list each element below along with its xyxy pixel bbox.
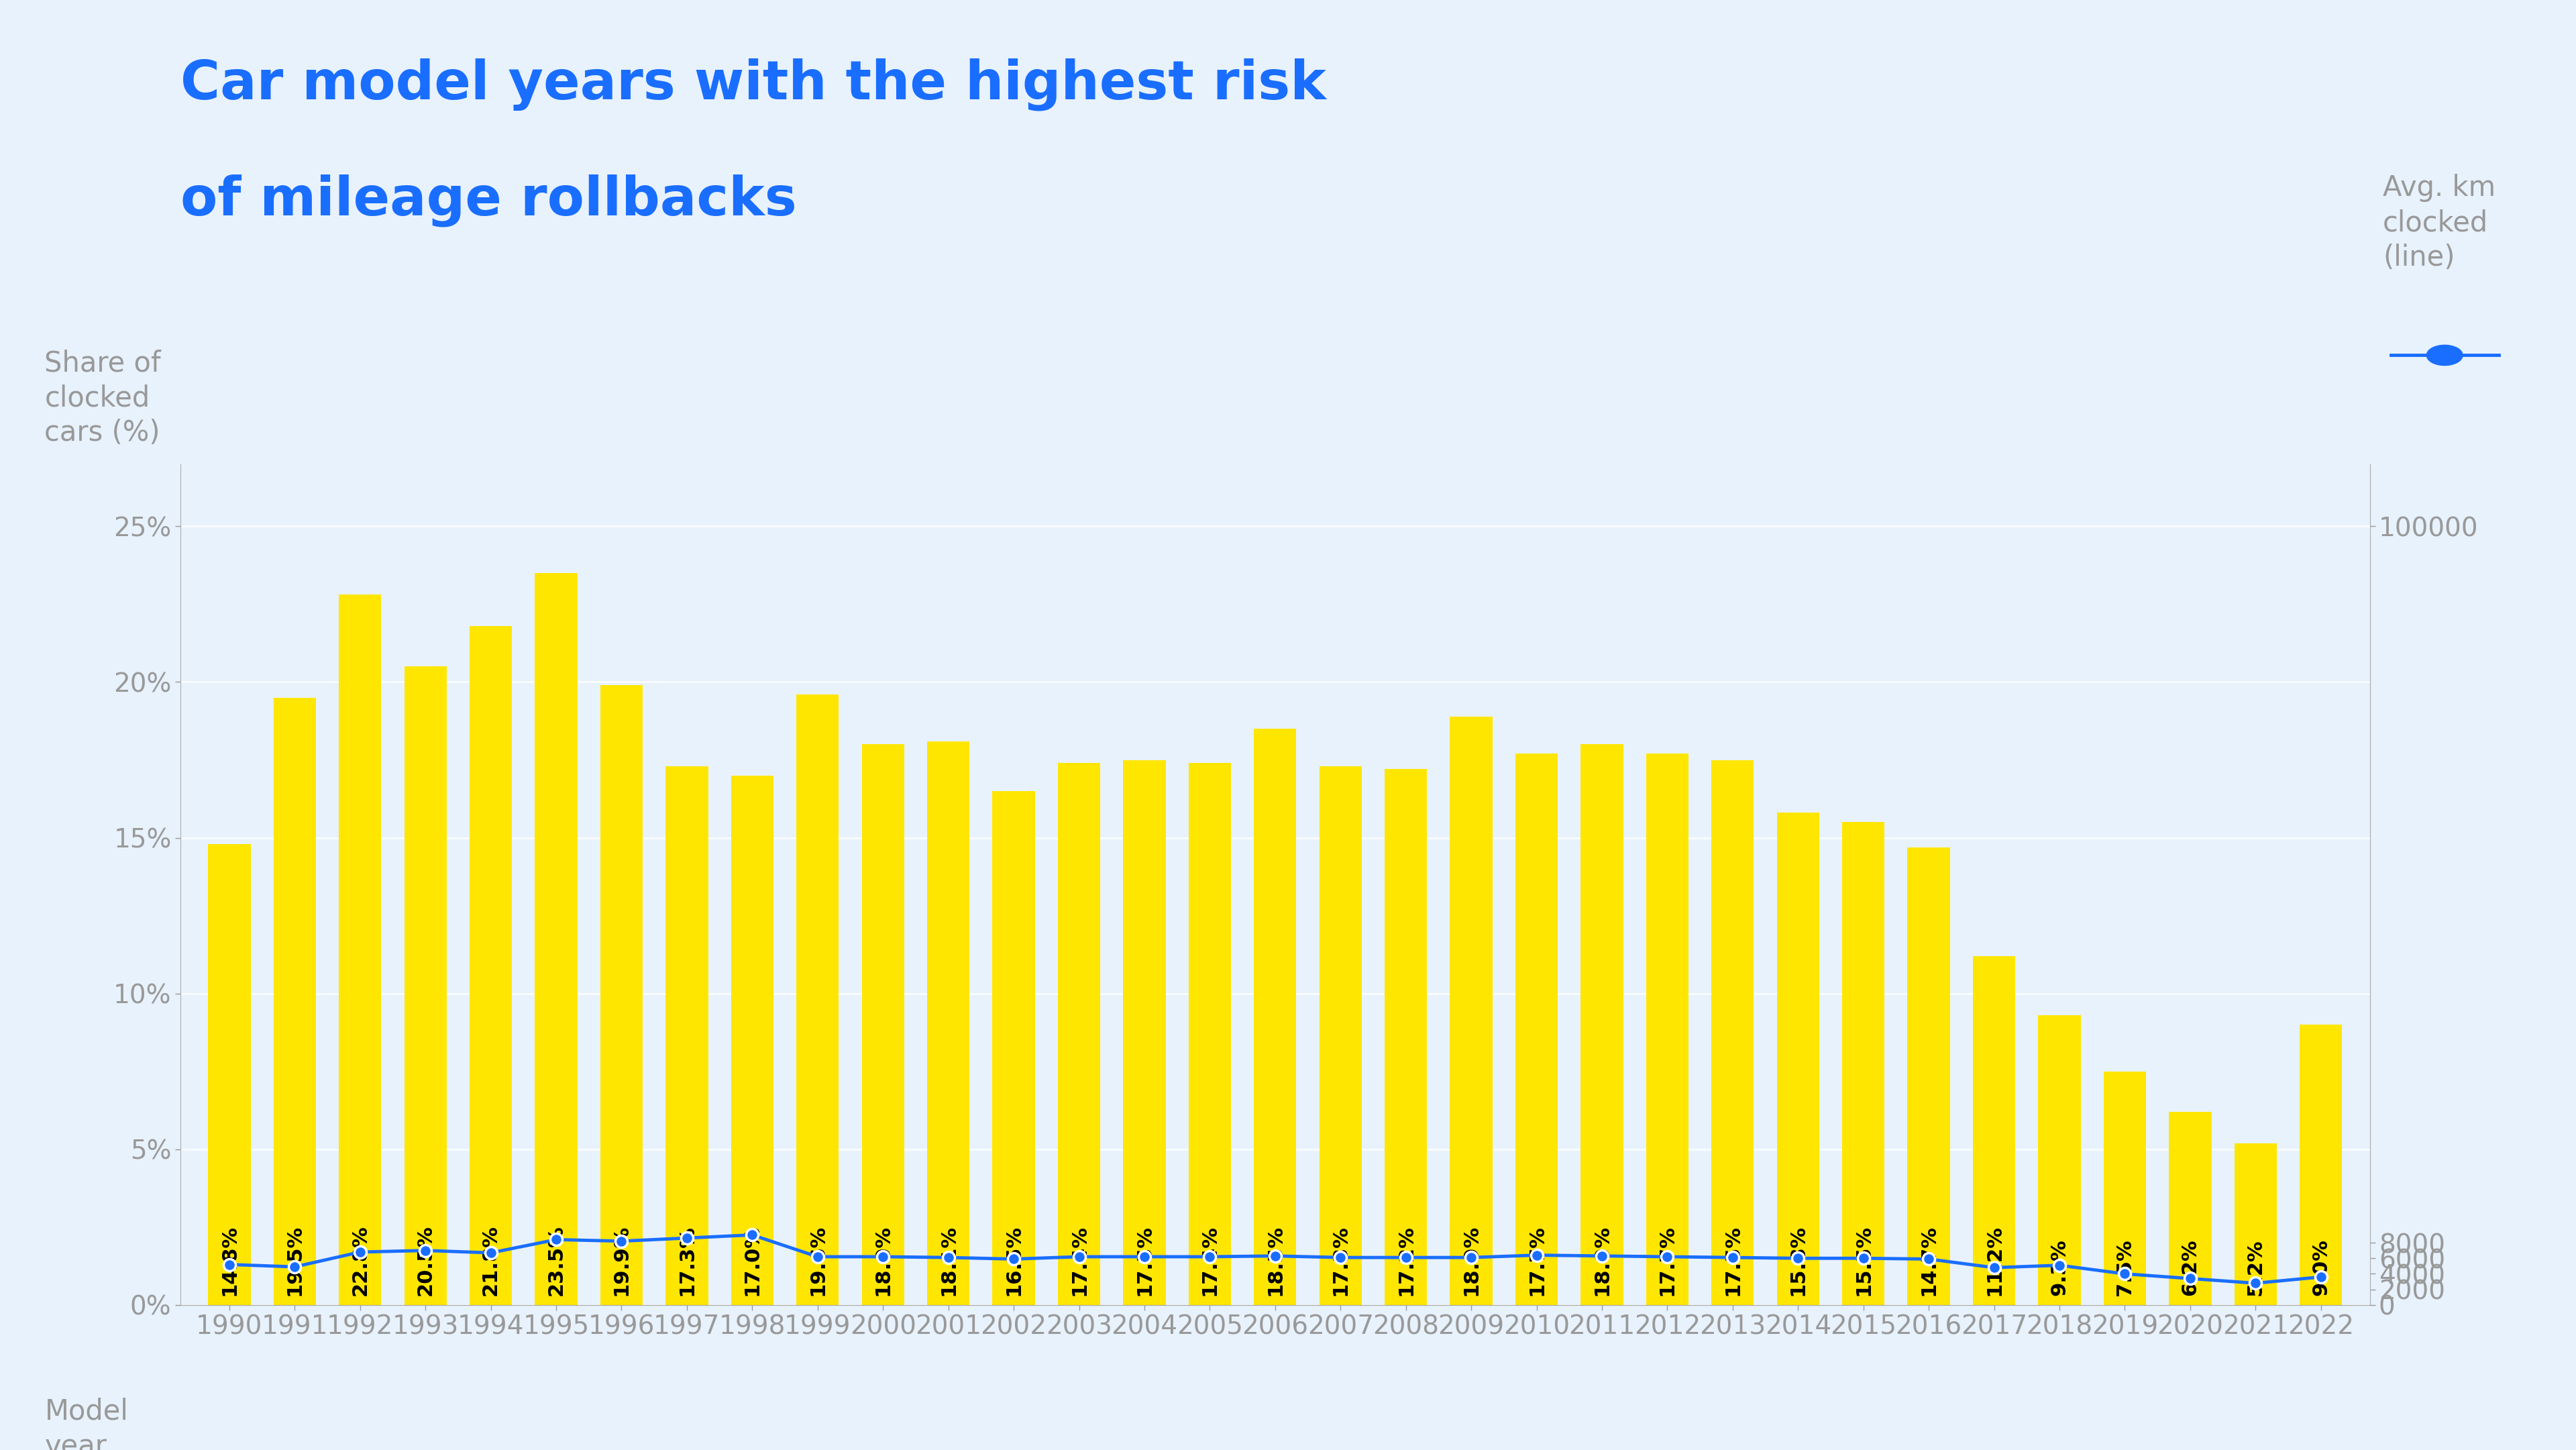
- Text: 17.3%: 17.3%: [1332, 1225, 1350, 1296]
- Text: 18.0%: 18.0%: [1592, 1225, 1613, 1296]
- Text: 17.2%: 17.2%: [1396, 1225, 1417, 1296]
- Bar: [273, 697, 317, 1305]
- Text: Share of
clocked
cars (%): Share of clocked cars (%): [44, 349, 162, 447]
- Text: 15.8%: 15.8%: [1788, 1225, 1808, 1296]
- Bar: [1973, 956, 2014, 1305]
- Bar: [1319, 766, 1363, 1305]
- Text: 17.3%: 17.3%: [677, 1225, 696, 1296]
- Bar: [1123, 760, 1164, 1305]
- Text: 17.7%: 17.7%: [1656, 1225, 1677, 1296]
- Bar: [2169, 1112, 2210, 1305]
- Text: Model
year: Model year: [44, 1398, 129, 1450]
- Bar: [536, 573, 577, 1305]
- Text: 11.2%: 11.2%: [1984, 1225, 2004, 1296]
- Bar: [600, 686, 644, 1305]
- Text: 7.5%: 7.5%: [2115, 1238, 2136, 1296]
- Text: 17.4%: 17.4%: [1069, 1225, 1090, 1296]
- Bar: [2233, 1143, 2277, 1305]
- Bar: [665, 766, 708, 1305]
- Bar: [732, 776, 773, 1305]
- Text: Avg. km
clocked
(line): Avg. km clocked (line): [2383, 174, 2496, 271]
- Bar: [2038, 1015, 2081, 1305]
- Bar: [404, 667, 446, 1305]
- Bar: [992, 792, 1036, 1305]
- Bar: [1188, 763, 1231, 1305]
- Text: 19.6%: 19.6%: [809, 1224, 827, 1296]
- Text: 9.0%: 9.0%: [2311, 1238, 2331, 1296]
- Bar: [1059, 763, 1100, 1305]
- Text: 20.5%: 20.5%: [415, 1225, 435, 1296]
- Bar: [1906, 847, 1950, 1305]
- Text: 17.5%: 17.5%: [1723, 1225, 1741, 1296]
- Bar: [927, 741, 969, 1305]
- Text: 19.5%: 19.5%: [286, 1224, 304, 1296]
- Text: 18.0%: 18.0%: [873, 1225, 894, 1296]
- Bar: [796, 695, 840, 1305]
- Bar: [2300, 1025, 2342, 1305]
- Text: 23.5%: 23.5%: [546, 1225, 567, 1296]
- Text: 16.5%: 16.5%: [1005, 1225, 1023, 1296]
- Text: 17.0%: 17.0%: [742, 1225, 762, 1296]
- Bar: [1386, 770, 1427, 1305]
- Text: 9.3%: 9.3%: [2050, 1238, 2069, 1296]
- Text: 21.8%: 21.8%: [482, 1225, 500, 1296]
- Bar: [1646, 754, 1687, 1305]
- Bar: [209, 844, 250, 1305]
- Bar: [863, 744, 904, 1305]
- Text: of mileage rollbacks: of mileage rollbacks: [180, 174, 796, 226]
- Text: 18.1%: 18.1%: [938, 1225, 958, 1296]
- Bar: [1515, 754, 1558, 1305]
- Text: 19.9%: 19.9%: [611, 1224, 631, 1296]
- Text: 6.2%: 6.2%: [2179, 1238, 2200, 1296]
- Text: 5.2%: 5.2%: [2246, 1238, 2264, 1296]
- Text: 18.5%: 18.5%: [1265, 1225, 1285, 1296]
- Text: 22.8%: 22.8%: [350, 1225, 371, 1296]
- Text: 17.4%: 17.4%: [1200, 1225, 1218, 1296]
- Bar: [1450, 716, 1492, 1305]
- Bar: [469, 626, 513, 1305]
- Text: 17.7%: 17.7%: [1528, 1225, 1546, 1296]
- Bar: [1582, 744, 1623, 1305]
- Text: 17.5%: 17.5%: [1133, 1225, 1154, 1296]
- Text: 14.7%: 14.7%: [1919, 1225, 1940, 1296]
- Text: Car model years with the highest risk: Car model years with the highest risk: [180, 58, 1327, 110]
- Bar: [340, 594, 381, 1305]
- Bar: [2105, 1072, 2146, 1305]
- Text: 15.5%: 15.5%: [1855, 1225, 1873, 1296]
- Text: 18.9%: 18.9%: [1461, 1224, 1481, 1296]
- Bar: [1842, 822, 1886, 1305]
- Text: 14.8%: 14.8%: [219, 1225, 240, 1296]
- Bar: [1255, 729, 1296, 1305]
- Bar: [1710, 760, 1754, 1305]
- Bar: [1777, 813, 1819, 1305]
